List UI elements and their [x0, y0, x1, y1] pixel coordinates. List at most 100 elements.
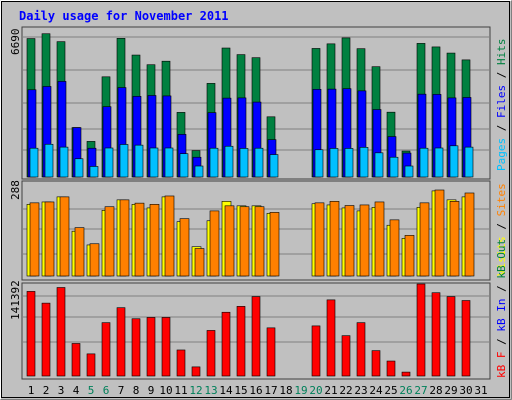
bar-kb-f-day-10 [161, 317, 171, 377]
bar-sites-day-27 [419, 202, 430, 277]
bar-pages-day-20 [314, 149, 324, 178]
bar-kb-f-day-11 [176, 349, 186, 377]
x-tick-label-day-11: 11 [174, 384, 187, 397]
bar-sites-day-14 [224, 205, 235, 277]
legend-item-1: / [495, 332, 508, 352]
bar-kb-f-day-13 [206, 330, 216, 377]
panel-visits-sites-frame [21, 180, 491, 281]
bars-layer [26, 33, 475, 377]
x-tick-label-day-23: 23 [354, 384, 367, 397]
bar-kb-f-day-7 [116, 307, 126, 377]
bar-kb-f-day-9 [146, 317, 156, 377]
x-tick-label-day-31: 31 [474, 384, 487, 397]
bar-sites-day-29 [449, 201, 460, 277]
bar-sites-day-1 [29, 202, 40, 277]
bar-pages-day-3 [59, 146, 69, 178]
legend-item-3: / [495, 65, 508, 85]
x-tick-label-day-14: 14 [219, 384, 233, 397]
bar-pages-day-15 [239, 148, 249, 178]
bar-pages-day-14 [224, 145, 234, 178]
bar-kb-f-day-14 [221, 311, 231, 377]
legend-kbytes: kB F / kB In / kB Out [495, 239, 508, 378]
bar-pages-day-2 [44, 143, 54, 178]
bar-kb-f-day-4 [71, 343, 81, 377]
y-max-label-visits: 288 [9, 180, 22, 200]
legend-item-0: Pages [495, 138, 508, 171]
bar-pages-day-30 [464, 146, 474, 178]
bar-sites-day-21 [329, 201, 340, 277]
x-tick-label-day-4: 4 [73, 384, 80, 397]
bar-pages-day-10 [164, 147, 174, 178]
x-tick-label-day-25: 25 [384, 384, 397, 397]
bar-pages-day-8 [134, 144, 144, 178]
bar-sites-day-6 [104, 206, 115, 277]
bar-sites-day-5 [89, 243, 100, 277]
axis-layer: 1 2 3 4 5 6 7 8 9 10 11 12 13 14 15 16 17 18 19 20 21 22 23 24 2… [28, 384, 488, 397]
bar-kb-f-day-29 [446, 296, 456, 377]
bar-sites-day-16 [254, 206, 265, 277]
legend-item-4: kB Out [495, 239, 508, 279]
bar-kb-f-day-3 [56, 287, 66, 377]
bar-kb-f-day-24 [371, 350, 381, 377]
bar-sites-day-24 [374, 201, 385, 277]
bar-kb-f-day-1 [26, 291, 36, 377]
x-tick-label-day-5: 5 [88, 384, 95, 397]
bar-kb-f-day-30 [461, 300, 471, 377]
legend-hits-files-pages: Pages / Files / Hits [495, 39, 508, 172]
x-tick-label-day-21: 21 [324, 384, 337, 397]
bar-sites-day-13 [209, 210, 220, 277]
bar-pages-day-6 [104, 147, 114, 178]
x-tick-label-day-15: 15 [234, 384, 247, 397]
bar-kb-f-day-15 [236, 306, 246, 377]
bar-kb-f-day-16 [251, 296, 261, 377]
bar-pages-day-9 [149, 147, 159, 178]
bar-kb-f-day-22 [341, 335, 351, 377]
bar-pages-day-1 [29, 147, 39, 178]
bar-sites-day-10 [164, 195, 175, 277]
bar-sites-day-12 [194, 248, 205, 277]
bar-kb-f-day-2 [41, 302, 51, 377]
bar-pages-day-22 [344, 148, 354, 178]
legend-item-2: kB In [495, 299, 508, 332]
bar-pages-day-21 [329, 148, 339, 178]
x-tick-label-day-1: 1 [28, 384, 35, 397]
bar-sites-day-9 [149, 204, 160, 277]
bar-pages-day-23 [359, 147, 369, 178]
bar-pages-day-29 [449, 145, 459, 178]
x-tick-label-day-16: 16 [249, 384, 262, 397]
x-tick-label-day-19: 19 [294, 384, 307, 397]
bar-pages-day-4 [74, 158, 84, 178]
bar-kb-f-day-23 [356, 322, 366, 377]
bar-sites-day-22 [344, 205, 355, 277]
x-tick-label-day-17: 17 [264, 384, 277, 397]
x-tick-label-day-6: 6 [103, 384, 110, 397]
x-tick-label-day-3: 3 [58, 384, 65, 397]
x-tick-label-day-13: 13 [204, 384, 217, 397]
x-tick-label-day-18: 18 [279, 384, 292, 397]
bar-kb-f-day-12 [191, 366, 201, 377]
x-tick-label-day-20: 20 [309, 384, 322, 397]
panel-kbytes-frame [21, 282, 491, 380]
bar-sites-day-30 [464, 192, 475, 277]
bar-pages-day-26 [404, 165, 414, 178]
legend-item-0: kB F [495, 352, 508, 379]
bar-sites-day-28 [434, 189, 445, 277]
legend-item-1: / [495, 216, 508, 236]
legend-item-2: Files [495, 85, 508, 118]
bar-kb-f-day-26 [401, 371, 411, 377]
bar-pages-day-11 [179, 153, 189, 178]
x-tick-label-day-22: 22 [339, 384, 352, 397]
bar-kb-f-day-6 [101, 322, 111, 377]
bar-kb-f-day-8 [131, 318, 141, 377]
x-tick-label-day-7: 7 [118, 384, 125, 397]
bar-sites-day-20 [314, 202, 325, 277]
bar-pages-day-27 [419, 147, 429, 178]
bar-sites-day-4 [74, 227, 85, 277]
x-tick-label-day-30: 30 [459, 384, 472, 397]
bar-sites-day-25 [389, 219, 400, 277]
bar-kb-f-day-20 [311, 325, 321, 377]
bar-kb-f-day-25 [386, 360, 396, 377]
bar-sites-day-15 [239, 206, 250, 277]
bar-pages-day-7 [119, 144, 129, 178]
